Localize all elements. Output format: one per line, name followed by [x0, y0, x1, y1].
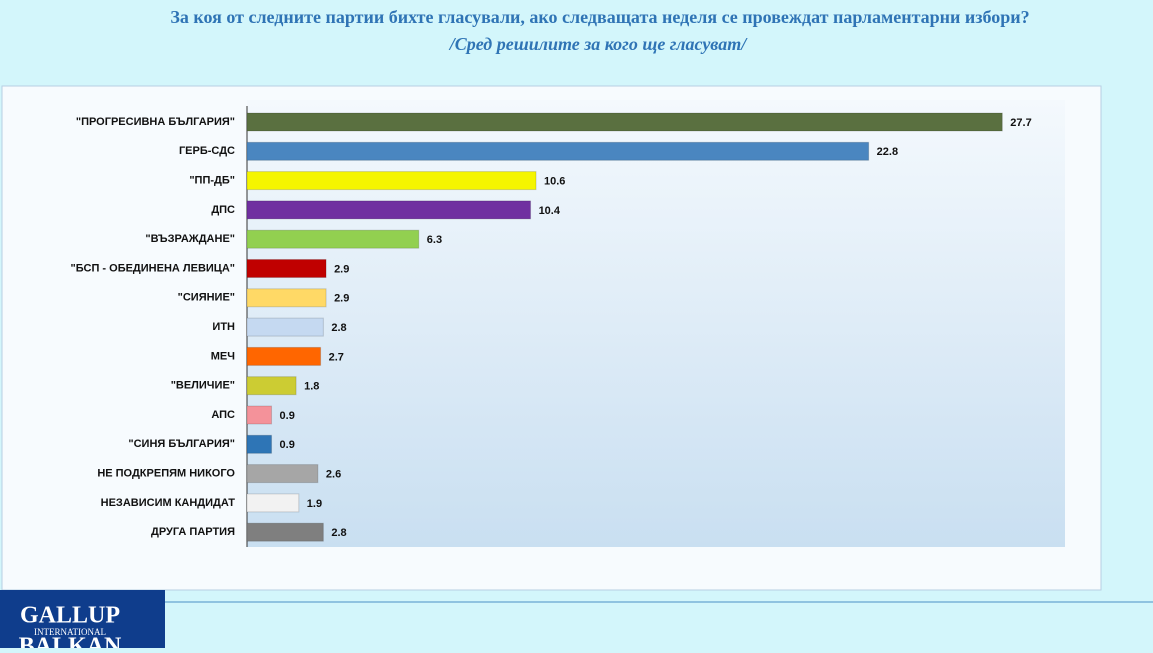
bar [246, 434, 273, 454]
y-tick-label: "БСП - ОБЕДИНЕНА ЛЕВИЦА" [71, 262, 235, 274]
logo-text: GALLUP [20, 603, 120, 629]
logo-text: BALKAN [19, 634, 122, 649]
value-label: 10.4 [539, 205, 561, 217]
y-tick-label: "СИНЯ БЪЛГАРИЯ" [128, 438, 235, 450]
y-tick-label: ИТН [212, 321, 235, 333]
bar [246, 405, 273, 425]
value-label: 2.9 [334, 263, 349, 275]
bar [246, 493, 300, 513]
bar [246, 288, 327, 308]
value-label: 2.7 [329, 351, 344, 363]
y-tick-label: ДПС [211, 204, 235, 216]
y-tick-label: НЕ ПОДКРЕПЯМ НИКОГО [97, 468, 235, 480]
value-label: 0.9 [280, 439, 295, 451]
value-label: 2.8 [331, 322, 346, 334]
y-tick-label: МЕЧ [211, 350, 235, 362]
bar [246, 346, 322, 366]
y-tick-label: "ВЪЗРАЖДАНЕ" [145, 233, 235, 245]
bar [246, 317, 324, 337]
bar [246, 259, 327, 278]
bar [246, 376, 297, 396]
value-label: 0.9 [280, 410, 295, 422]
bar [246, 522, 324, 542]
bar [246, 141, 870, 161]
value-label: 1.9 [307, 498, 322, 510]
value-label: 1.8 [304, 381, 319, 393]
bar [246, 464, 319, 484]
value-label: 2.6 [326, 469, 341, 481]
chart-subtitle: /Сред решилите за кого ще гласуват/ [448, 34, 748, 54]
y-tick-label: "ПП-ДБ" [189, 175, 235, 187]
value-label: 6.3 [427, 234, 442, 246]
y-tick-label: ГЕРБ-СДС [179, 145, 235, 157]
y-tick-label: "СИЯНИЕ" [178, 292, 235, 304]
bar [246, 200, 532, 220]
y-tick-label: "ПРОГРЕСИВНА БЪЛГАРИЯ" [76, 116, 235, 128]
y-tick-label: АПС [211, 409, 235, 421]
y-tick-label: НЕЗАВИСИМ КАНДИДАТ [101, 497, 236, 509]
value-label: 10.6 [544, 176, 565, 188]
y-tick-label: "ВЕЛИЧИЕ" [171, 380, 235, 392]
value-label: 2.9 [334, 293, 349, 305]
bar [246, 171, 537, 191]
value-label: 2.8 [331, 527, 346, 539]
chart-title: За коя от следните партии бихте гласувал… [170, 7, 1029, 27]
value-label: 22.8 [877, 146, 898, 158]
bar [246, 112, 1003, 132]
logo-text: INTERNATIONAL [34, 627, 106, 637]
value-label: 27.7 [1010, 117, 1031, 129]
logo-box [0, 590, 165, 648]
plot-area [247, 100, 1065, 547]
y-tick-label: ДРУГА ПАРТИЯ [151, 526, 235, 538]
bar [246, 229, 420, 249]
